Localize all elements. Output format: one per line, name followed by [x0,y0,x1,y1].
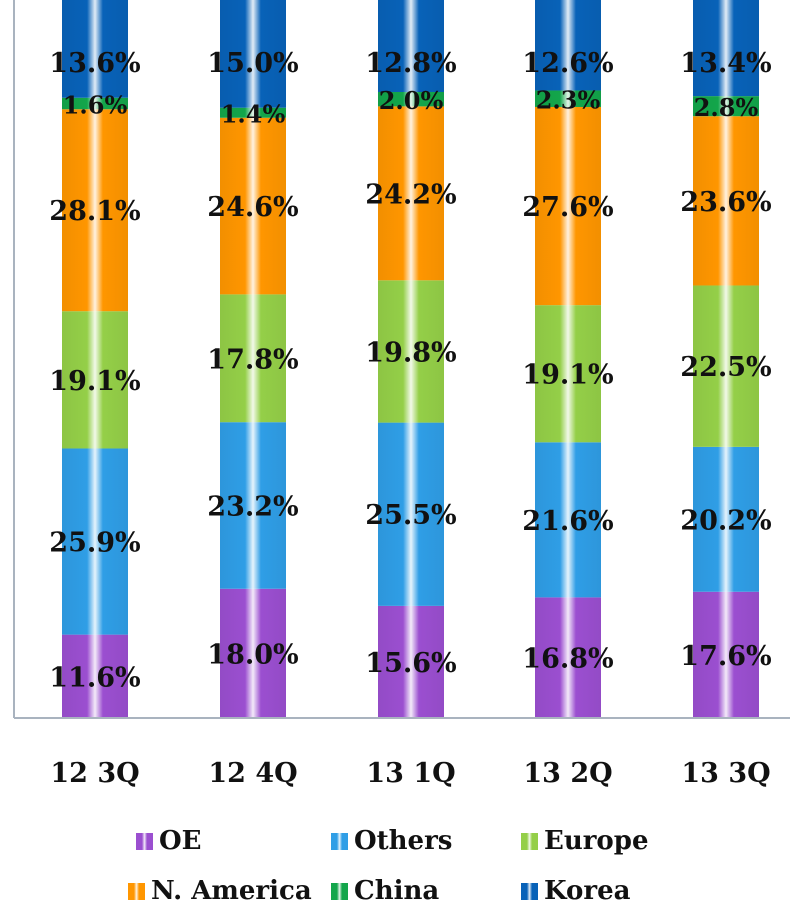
bar-europe-13-2q [535,305,601,443]
data-label-china-12-4q: 1.4% [221,100,286,129]
data-label-oe-12-3q: 11.6% [49,662,140,693]
bar-others-13-3q [693,446,759,592]
bar-korea-12-4q [220,0,286,108]
data-label-others-13-2q: 21.6% [522,506,613,537]
bar-oe-13-2q [535,597,601,718]
bar-others-13-2q [535,442,601,598]
data-label-oe-13-3q: 17.6% [680,641,771,672]
bar-oe-12-4q [220,588,286,718]
bar-n-america-13-1q [378,106,444,281]
data-label-korea-13-3q: 13.4% [680,48,771,79]
data-label-n-america-12-3q: 28.1% [49,196,140,227]
bar-europe-13-1q [378,280,444,423]
data-label-europe-13-1q: 19.8% [365,337,456,368]
data-label-others-12-4q: 23.2% [207,491,298,522]
bar-korea-13-1q [378,0,444,92]
data-label-china-13-1q: 2.0% [379,86,444,115]
bar-n-america-13-3q [693,116,759,286]
bar-china-12-3q [62,97,128,110]
data-label-n-america-13-2q: 27.6% [522,192,613,223]
bar-europe-13-3q [693,285,759,447]
bar-oe-13-3q [693,591,759,718]
data-label-oe-12-4q: 18.0% [207,639,298,670]
data-label-n-america-13-3q: 23.6% [680,187,771,218]
data-label-others-13-3q: 20.2% [680,505,771,536]
data-label-n-america-13-1q: 24.2% [365,179,456,210]
data-label-korea-13-2q: 12.6% [522,48,613,79]
data-label-europe-13-2q: 19.1% [522,360,613,391]
data-label-china-13-3q: 2.8% [694,93,759,122]
data-label-oe-13-1q: 15.6% [365,648,456,679]
bar-others-13-1q [378,422,444,606]
bar-n-america-12-3q [62,109,128,312]
bar-china-12-4q [220,107,286,118]
x-tick-label-12-4q: 12 4Q [208,758,297,789]
bar-china-13-3q [693,96,759,117]
data-label-china-12-3q: 1.6% [63,90,128,119]
bar-europe-12-4q [220,294,286,423]
data-label-europe-12-3q: 19.1% [49,366,140,397]
bar-oe-13-1q [378,605,444,718]
bar-europe-12-3q [62,311,128,449]
data-label-korea-12-4q: 15.0% [207,48,298,79]
x-tick-label-12-3q: 12 3Q [50,758,139,789]
x-tick-label-13-3q: 13 3Q [681,758,770,789]
data-label-korea-13-1q: 12.8% [365,48,456,79]
bar-china-13-2q [535,90,601,107]
data-label-oe-13-2q: 16.8% [522,644,613,675]
data-label-others-13-1q: 25.5% [365,500,456,531]
bar-n-america-13-2q [535,106,601,306]
bar-n-america-12-4q [220,117,286,295]
bar-korea-13-2q [535,0,601,91]
x-tick-label-13-1q: 13 1Q [366,758,455,789]
data-label-europe-12-4q: 17.8% [207,344,298,375]
bar-korea-13-3q [693,0,759,97]
data-label-china-13-2q: 2.3% [536,86,601,115]
data-label-europe-13-3q: 22.5% [680,352,771,383]
x-tick-label-13-2q: 13 2Q [523,758,612,789]
bar-oe-12-3q [62,634,128,718]
data-label-korea-12-3q: 13.6% [49,48,140,79]
bar-others-12-3q [62,448,128,635]
bar-korea-12-3q [62,0,128,98]
bar-others-12-4q [220,422,286,589]
data-label-others-12-3q: 25.9% [49,528,140,559]
data-label-n-america-12-4q: 24.6% [207,192,298,223]
bar-china-13-1q [378,91,444,107]
